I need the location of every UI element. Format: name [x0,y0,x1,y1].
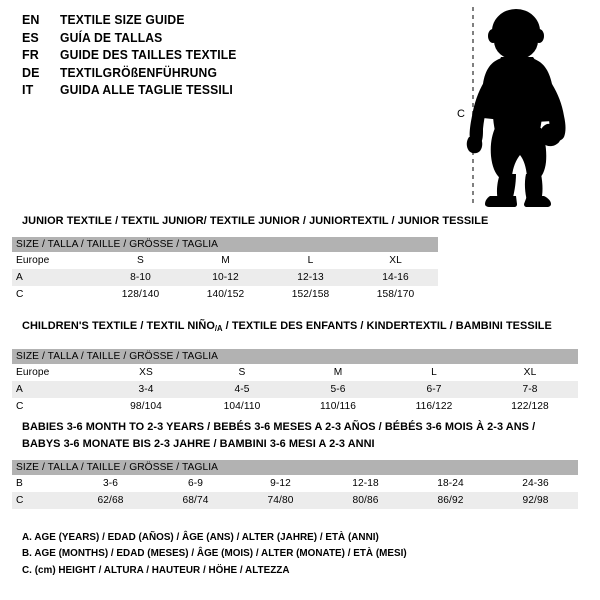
children-row-europe-cell-2: M [290,364,386,381]
junior-row-europe-cell-0: S [98,252,183,269]
babies-row-c-label: C [12,492,68,509]
junior-row-c-cell-3: 158/170 [353,286,439,303]
junior-row-europe-cell-2: L [268,252,353,269]
children-row-a-cell-0: 3-4 [98,381,194,398]
babies-row-b-cell-1: 6-9 [153,475,238,492]
children-table-band-row: SIZE / TALLA / TAILLE / GRÖSSE / TAGLIA [12,349,579,364]
children-row-europe-cell-1: S [194,364,290,381]
babies-row-b-cell-3: 12-18 [323,475,408,492]
children-row-c-cell-1: 104/110 [194,398,290,415]
language-code-fr: FR [22,48,39,63]
language-row-de: DE TEXTILGRÖßENFÜHRUNG [22,65,322,83]
babies-row-b-cell-5: 24-36 [493,475,579,492]
junior-section-heading: JUNIOR TEXTILE / TEXTIL JUNIOR/ TEXTILE … [22,215,489,227]
legend-footnotes: A. AGE (YEARS) / EDAD (AÑOS) / ÂGE (ANS)… [22,530,423,579]
junior-size-table: SIZE / TALLA / TAILLE / GRÖSSE / TAGLIA … [12,237,439,303]
language-title-de: TEXTILGRÖßENFÜHRUNG [60,65,218,80]
language-row-it: IT GUIDA ALLE TAGLIE TESSILI [22,82,322,100]
junior-row-c-label: C [12,286,98,303]
babies-row-b-cell-0: 3-6 [68,475,153,492]
language-code-en: EN [22,13,40,27]
junior-row-europe-cell-1: M [183,252,268,269]
children-heading-sub: /A [214,324,223,334]
babies-heading-line-2: BABYS 3-6 MONATE BIS 2-3 JAHRE / BAMBINI… [22,437,375,450]
junior-band-label: SIZE / TALLA / TAILLE / GRÖSSE / TAGLIA [12,237,439,252]
junior-row-a-cell-1: 10-12 [183,269,268,286]
children-row-c-cell-3: 116/122 [386,398,482,415]
language-row-es: ES GUÍA DE TALLAS [22,30,322,48]
children-row-europe-cell-3: L [386,364,482,381]
children-row-c-cell-4: 122/128 [482,398,579,415]
children-heading-pre: CHILDREN'S TEXTILE / TEXTIL NIÑO [22,320,215,332]
children-band-label: SIZE / TALLA / TAILLE / GRÖSSE / TAGLIA [12,349,579,364]
language-title-es: GUÍA DE TALLAS [60,30,163,45]
footnote-a: A. AGE (YEARS) / EDAD (AÑOS) / ÂGE (ANS)… [22,532,379,543]
toddler-body-shape [466,9,566,207]
table-row: C 62/68 68/74 74/80 80/86 86/92 92/98 [12,492,579,509]
junior-row-a-cell-3: 14-16 [353,269,439,286]
babies-row-c-cell-5: 92/98 [493,492,579,509]
table-row: A 8-10 10-12 12-13 14-16 [12,269,439,286]
children-row-a-cell-3: 6-7 [386,381,482,398]
babies-row-b-cell-4: 18-24 [408,475,493,492]
table-row: B 3-6 6-9 9-12 12-18 18-24 24-36 [12,475,579,492]
language-title-block: EN TEXTILE SIZE GUIDE ES GUÍA DE TALLAS … [22,12,322,100]
language-row-en: EN TEXTILE SIZE GUIDE [22,12,322,30]
junior-row-europe-cell-3: XL [353,252,439,269]
junior-row-c-cell-1: 140/152 [183,286,268,303]
children-row-c-cell-0: 98/104 [98,398,194,415]
babies-row-c-cell-1: 68/74 [153,492,238,509]
children-size-table: SIZE / TALLA / TAILLE / GRÖSSE / TAGLIA … [12,349,579,415]
junior-row-a-label: A [12,269,98,286]
footnote-b: B. AGE (MONTHS) / EDAD (MESES) / ÂGE (MO… [22,548,407,560]
language-code-es: ES [22,30,39,45]
children-row-a-cell-1: 4-5 [194,381,290,398]
children-row-europe-cell-0: XS [98,364,194,381]
language-code-it: IT [22,83,34,98]
children-row-europe-cell-4: XL [482,364,579,381]
language-title-fr: GUIDE DES TAILLES TEXTILE [60,48,237,63]
babies-row-b-label: B [12,475,68,492]
junior-row-a-cell-2: 12-13 [268,269,353,286]
table-row: C 128/140 140/152 152/158 158/170 [12,286,439,303]
children-row-a-label: A [12,381,98,398]
junior-row-c-cell-0: 128/140 [98,286,183,303]
table-row: Europe XS S M L XL [12,364,579,381]
junior-row-c-cell-2: 152/158 [268,286,353,303]
babies-section-heading: BABIES 3-6 MONTH TO 2-3 YEARS / BEBÉS 3-… [22,419,535,452]
table-row: Europe S M L XL [12,252,439,269]
language-title-it: GUIDA ALLE TAGLIE TESSILI [60,83,233,98]
table-row: C 98/104 104/110 110/116 116/122 122/128 [12,398,579,415]
babies-row-c-cell-3: 80/86 [323,492,408,509]
children-row-c-label: C [12,398,98,415]
footnote-c: C. (cm) HEIGHT / ALTURA / HAUTEUR / HÖHE… [22,564,290,576]
babies-size-table: SIZE / TALLA / TAILLE / GRÖSSE / TAGLIA … [12,460,579,509]
children-row-c-cell-2: 110/116 [290,398,386,415]
children-row-europe-label: Europe [12,364,98,381]
language-title-en: TEXTILE SIZE GUIDE [60,13,185,27]
babies-row-c-cell-4: 86/92 [408,492,493,509]
babies-row-c-cell-2: 74/80 [238,492,323,509]
height-label-c: C [457,108,466,120]
language-row-fr: FR GUIDE DES TAILLES TEXTILE [22,47,322,65]
children-row-a-cell-2: 5-6 [290,381,386,398]
children-section-heading: CHILDREN'S TEXTILE / TEXTIL NIÑO/A / TEX… [22,320,552,333]
babies-table-band-row: SIZE / TALLA / TAILLE / GRÖSSE / TAGLIA [12,460,579,475]
table-row: A 3-4 4-5 5-6 6-7 7-8 [12,381,579,398]
junior-row-europe-label: Europe [12,252,98,269]
junior-table-band-row: SIZE / TALLA / TAILLE / GRÖSSE / TAGLIA [12,237,439,252]
babies-heading-line-1: BABIES 3-6 MONTH TO 2-3 YEARS / BEBÉS 3-… [22,421,536,433]
height-measurement-figure: C [448,4,594,208]
babies-row-b-cell-2: 9-12 [238,475,323,492]
children-row-a-cell-4: 7-8 [482,381,579,398]
babies-row-c-cell-0: 62/68 [68,492,153,509]
children-heading-post: / TEXTILE DES ENFANTS / KINDERTEXTIL / B… [222,320,552,332]
language-code-de: DE [22,65,40,80]
junior-row-a-cell-0: 8-10 [98,269,183,286]
babies-band-label: SIZE / TALLA / TAILLE / GRÖSSE / TAGLIA [12,460,579,475]
toddler-silhouette-icon [466,7,566,207]
